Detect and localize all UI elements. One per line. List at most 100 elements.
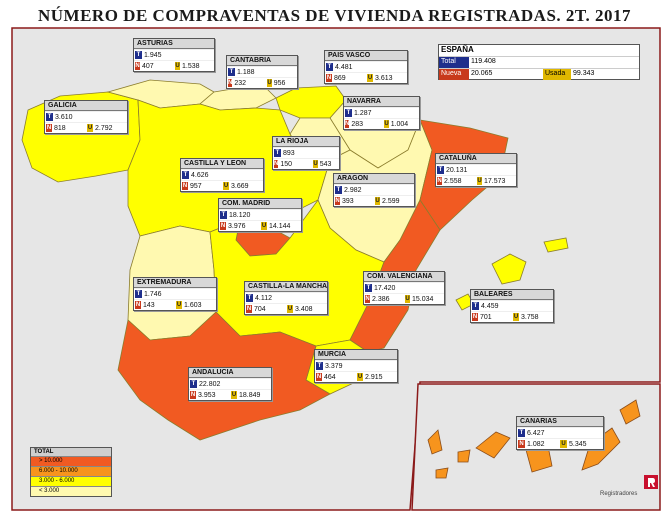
region-name: PAIS VASCO bbox=[325, 51, 407, 61]
label-n: N bbox=[335, 197, 340, 205]
region-baleares-menorca[interactable] bbox=[543, 237, 569, 253]
region-total-value: 4.626 bbox=[191, 171, 209, 179]
legend-item: 6.000 - 10.000 bbox=[31, 466, 111, 476]
region-box: CANARIAS T 6.427 N 1.082 U 5.345 bbox=[516, 416, 604, 450]
legend-items: > 10.000 6.000 - 10.000 3.000 - 6.000 < 3.0… bbox=[31, 456, 111, 496]
espana-total-label: Total bbox=[439, 57, 469, 68]
region-canarias-gomera[interactable] bbox=[457, 449, 471, 463]
region-total-value: 4.459 bbox=[481, 302, 499, 310]
region-total-value: 1.287 bbox=[354, 109, 372, 117]
region-total-value: 4.112 bbox=[255, 294, 272, 302]
region-total-row: T 18.120 bbox=[219, 209, 301, 220]
label-u: U bbox=[384, 120, 389, 128]
region-box: COM. MADRID T 18.120 N 3.976 U 14.144 bbox=[218, 198, 302, 232]
label-u: U bbox=[477, 177, 482, 185]
region-total-row: T 1.287 bbox=[344, 107, 419, 118]
region-total-value: 893 bbox=[283, 149, 295, 157]
region-name: EXTREMADURA bbox=[134, 278, 216, 288]
region-nueva-value: 2.558 bbox=[444, 177, 462, 185]
label-n: N bbox=[472, 313, 478, 321]
region-box: CASTILLA Y LEON T 4.626 N 957 U 3.669 bbox=[180, 158, 264, 192]
region-usada-value: 956 bbox=[273, 79, 286, 87]
label-n: N bbox=[274, 160, 279, 168]
region-nu-row: N 232 U 956 bbox=[227, 77, 297, 88]
region-canarias-hierro[interactable] bbox=[435, 467, 449, 479]
region-nu-row: N 869 U 3.613 bbox=[325, 72, 407, 83]
region-usada-value: 2.792 bbox=[95, 124, 113, 132]
label-u: U bbox=[367, 74, 373, 82]
region-total-row: T 1.945 bbox=[134, 49, 214, 60]
espana-usada-label: Usada bbox=[543, 69, 571, 80]
label-u: U bbox=[560, 440, 567, 448]
label-u: U bbox=[223, 182, 229, 190]
region-nu-row: N 3.976 U 14.144 bbox=[219, 220, 301, 231]
label-u: U bbox=[176, 301, 182, 309]
label-t: T bbox=[316, 362, 323, 370]
region-name: ANDALUCIA bbox=[189, 368, 271, 378]
region-name: CASTILLA-LA MANCHA bbox=[245, 282, 327, 292]
region-usada-value: 17.573 bbox=[484, 177, 506, 185]
region-nueva-value: 464 bbox=[324, 373, 336, 381]
registradores-logo: Registradores bbox=[600, 475, 660, 499]
espana-nueva-usada-row: Nueva 20.065 Usada 99.343 bbox=[439, 68, 639, 80]
region-nu-row: N 957 U 3.669 bbox=[181, 180, 263, 191]
region-total-row: T 17.420 bbox=[364, 282, 444, 293]
region-box: CASTILLA-LA MANCHA T 4.112 N 704 U 3.408 bbox=[244, 281, 328, 315]
region-canarias-tenerife[interactable] bbox=[475, 431, 511, 459]
label-t: T bbox=[228, 68, 235, 76]
label-u: U bbox=[267, 79, 272, 87]
region-canarias-lanzarote[interactable] bbox=[619, 399, 641, 425]
region-total-value: 2.982 bbox=[344, 186, 362, 194]
region-total-value: 18.120 bbox=[229, 211, 251, 219]
label-n: N bbox=[182, 182, 188, 190]
espana-summary: ESPAÑA Total 119.408 Nueva 20.065 Usada … bbox=[438, 44, 640, 80]
region-usada-value: 5.345 bbox=[569, 440, 587, 448]
region-box: BALEARES T 4.459 N 701 U 3.758 bbox=[470, 289, 554, 323]
region-baleares-mallorca[interactable] bbox=[491, 253, 527, 285]
espana-usada-value: 99.343 bbox=[573, 70, 595, 77]
region-nueva-value: 869 bbox=[334, 74, 346, 82]
region-nueva-value: 143 bbox=[143, 301, 155, 309]
region-total-row: T 1.746 bbox=[134, 288, 216, 299]
label-n: N bbox=[246, 305, 252, 313]
region-total-value: 22.802 bbox=[199, 380, 221, 388]
region-nueva-value: 957 bbox=[190, 182, 202, 190]
label-n: N bbox=[437, 177, 442, 185]
region-total-row: T 3.610 bbox=[45, 111, 127, 122]
region-name: CANTABRIA bbox=[227, 56, 297, 66]
region-box: MURCIA T 3.379 N 464 U 2.915 bbox=[314, 349, 398, 383]
region-box: CATALUÑA T 20.131 N 2.558 U 17.573 bbox=[435, 153, 517, 187]
label-u: U bbox=[313, 160, 318, 168]
label-n: N bbox=[46, 124, 52, 132]
region-total-value: 1.746 bbox=[144, 290, 162, 298]
label-u: U bbox=[87, 124, 93, 132]
logo-text: Registradores bbox=[600, 491, 638, 497]
legend: TOTAL > 10.000 6.000 - 10.000 3.000 - 6.00… bbox=[30, 447, 112, 497]
region-nueva-value: 3.976 bbox=[228, 222, 246, 230]
region-total-row: T 893 bbox=[273, 147, 339, 158]
label-t: T bbox=[135, 51, 142, 59]
label-n: N bbox=[190, 391, 196, 399]
region-nueva-value: 3.953 bbox=[198, 391, 216, 399]
label-t: T bbox=[345, 109, 352, 117]
legend-item: 3.000 - 6.000 bbox=[31, 476, 111, 486]
region-name: MURCIA bbox=[315, 350, 397, 360]
region-total-row: T 4.112 bbox=[245, 292, 327, 303]
region-box: GALICIA T 3.610 N 818 U 2.792 bbox=[44, 100, 128, 134]
region-nueva-value: 2.386 bbox=[372, 295, 390, 303]
region-name: GALICIA bbox=[45, 101, 127, 111]
espana-total-value: 119.408 bbox=[471, 58, 496, 65]
label-t: T bbox=[472, 302, 479, 310]
region-nu-row: N 3.953 U 18.849 bbox=[189, 389, 271, 400]
label-u: U bbox=[357, 373, 363, 381]
label-t: T bbox=[246, 294, 253, 302]
region-name: CASTILLA Y LEON bbox=[181, 159, 263, 169]
label-t: T bbox=[365, 284, 372, 292]
label-t: T bbox=[274, 149, 281, 157]
label-u: U bbox=[405, 295, 410, 303]
region-nu-row: N 2.386 U 15.034 bbox=[364, 293, 444, 304]
label-t: T bbox=[335, 186, 342, 194]
legend-item: > 10.000 bbox=[31, 456, 111, 466]
region-name: BALEARES bbox=[471, 290, 553, 300]
region-canarias-la-palma[interactable] bbox=[427, 429, 443, 455]
